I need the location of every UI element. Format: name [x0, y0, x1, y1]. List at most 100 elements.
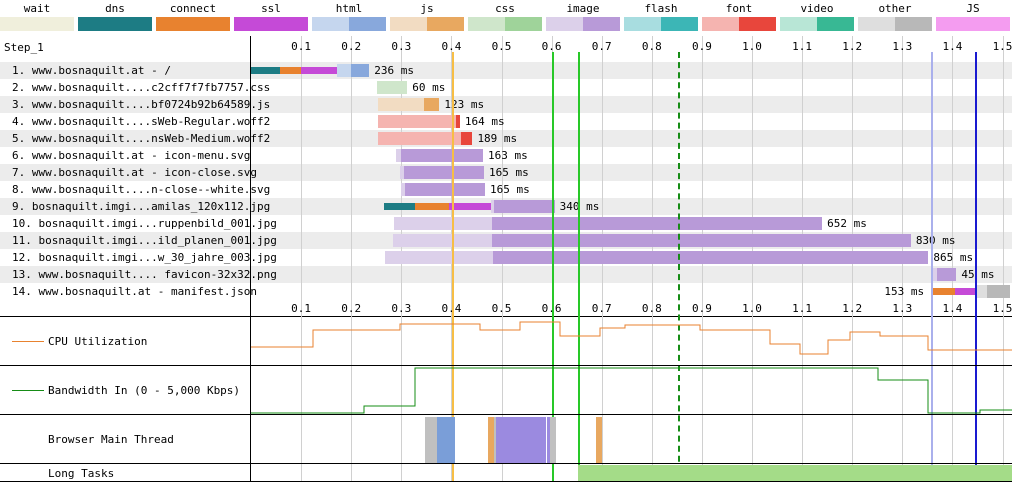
long-tasks-bar — [577, 465, 1012, 481]
request-duration: 163 ms — [487, 149, 528, 162]
legend: wait dns connect ssl html js css image flash font… — [0, 0, 1012, 36]
row-stripe — [0, 62, 1012, 79]
legend-label: flash — [644, 2, 678, 15]
bar-connect — [933, 288, 955, 295]
request-duration: 189 ms — [477, 132, 518, 145]
bar-ttfb — [377, 98, 424, 111]
bar-connect — [280, 67, 302, 74]
main-thread-activity — [488, 417, 494, 463]
bar-ttfb — [385, 251, 493, 264]
bar-download — [492, 217, 823, 230]
step-label: Step_1 — [4, 41, 44, 54]
legend-swatch-dark — [739, 17, 776, 31]
tick-label-top: 0.4 — [441, 40, 462, 53]
request-duration: 123 ms — [444, 98, 485, 111]
legend-swatch — [234, 17, 308, 31]
row-stripe — [0, 266, 1012, 283]
legend-swatch-dark — [427, 17, 464, 31]
legend-swatch — [156, 17, 230, 31]
waterfall-bottom-border — [0, 316, 1012, 317]
legend-item-other: other — [858, 0, 932, 34]
tick-label-top: 0.7 — [591, 40, 612, 53]
legend-item-js: js — [390, 0, 464, 34]
legend-item-font: font — [702, 0, 776, 34]
tick-label-bottom: 0.9 — [691, 302, 712, 315]
bandwidth-legend-line — [12, 390, 44, 391]
bar-ttfb — [377, 81, 408, 94]
tick-label-top: 1.3 — [892, 40, 913, 53]
legend-swatch-light — [624, 17, 661, 31]
legend-swatch-dark — [271, 17, 308, 31]
cpu-section-border — [0, 365, 1012, 366]
bar-download — [461, 132, 473, 145]
legend-swatch-light — [156, 17, 193, 31]
tick-label-bottom: 1.2 — [842, 302, 863, 315]
main-thread-activity — [496, 417, 546, 463]
tick-label-bottom: 1.0 — [742, 302, 762, 315]
request-duration: 865 ms — [933, 251, 974, 264]
request-label: 1. www.bosnaquilt.at - / — [12, 64, 171, 77]
bar-dns — [251, 67, 281, 74]
legend-swatch-light — [858, 17, 895, 31]
legend-item-flash: flash — [624, 0, 698, 34]
request-duration: 153 ms — [884, 285, 925, 298]
row-stripe — [0, 130, 1012, 147]
legend-swatch-dark — [973, 17, 1010, 31]
tick-label-top: 1.1 — [792, 40, 813, 53]
legend-label: dns — [105, 2, 125, 15]
request-duration: 165 ms — [488, 166, 529, 179]
request-duration: 165 ms — [489, 183, 530, 196]
request-label: 7. www.bosnaquilt.at - icon-close.svg — [12, 166, 258, 179]
tick-label-bottom: 0.8 — [641, 302, 662, 315]
legend-swatch-light — [780, 17, 817, 31]
legend-swatch-light — [0, 17, 37, 31]
main-thread-activity — [494, 417, 500, 463]
bar-download — [937, 268, 957, 281]
event-marker — [975, 52, 978, 482]
request-label: 11. bosnaquilt.imgi...ild_planen_001.jpg — [12, 234, 277, 247]
tick-label-top: 0.5 — [491, 40, 512, 53]
bar-download — [492, 251, 929, 264]
request-label: 2. www.bosnaquilt....c2cff7f7fb7757.css — [12, 81, 271, 94]
gridline — [301, 36, 303, 482]
main-thread-activity — [432, 417, 441, 463]
request-duration: 164 ms — [464, 115, 505, 128]
legend-swatch-dark — [115, 17, 152, 31]
bar-ttfb — [974, 285, 988, 298]
bar-connect — [414, 203, 450, 210]
event-marker — [931, 52, 934, 482]
request-duration: 45 ms — [961, 268, 995, 281]
legend-label: ssl — [261, 2, 281, 15]
legend-swatch — [0, 17, 74, 31]
legend-swatch-dark — [37, 17, 74, 31]
legend-swatch-dark — [583, 17, 620, 31]
bar-download — [492, 234, 911, 247]
cpu-line — [251, 321, 1012, 355]
bar-ttfb — [396, 149, 402, 162]
event-marker — [452, 52, 455, 482]
tick-label-top: 1.2 — [842, 40, 863, 53]
event-marker — [551, 52, 554, 482]
legend-item-dns: dns — [78, 0, 152, 34]
legend-swatch — [312, 17, 386, 31]
bar-download — [404, 183, 485, 196]
bar-ssl — [449, 203, 492, 210]
cpu-legend-line — [12, 341, 44, 342]
legend-swatch-light — [702, 17, 739, 31]
tick-label-bottom: 0.4 — [441, 302, 462, 315]
legend-label: connect — [169, 2, 217, 15]
legend-label: image — [566, 2, 600, 15]
request-label: 14. www.bosnaquilt.at - manifest.json — [12, 285, 258, 298]
legend-item-wait: wait — [0, 0, 74, 34]
tick-label-top: 1.5 — [992, 40, 1012, 53]
bar-ttfb — [337, 64, 352, 77]
tick-label-top: 0.9 — [691, 40, 712, 53]
legend-item-html: html — [312, 0, 386, 34]
legend-label: wait — [23, 2, 51, 15]
row-stripe — [0, 96, 1012, 113]
request-label: 8. www.bosnaquilt....n-close--white.svg — [12, 183, 271, 196]
legend-swatch-light — [546, 17, 583, 31]
bar-dns — [384, 203, 415, 210]
legend-swatch-light — [78, 17, 115, 31]
